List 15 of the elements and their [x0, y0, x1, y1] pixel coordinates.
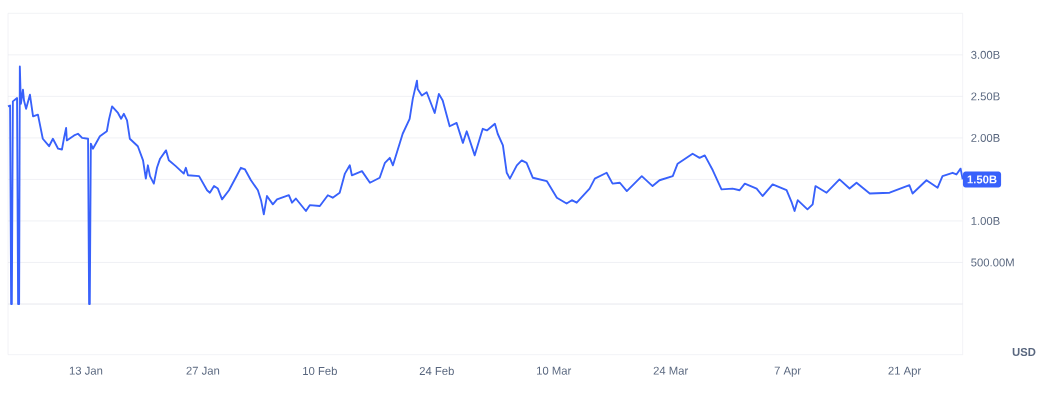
- x-tick-label: 21 Apr: [888, 366, 921, 377]
- y-axis-title: USD: [1012, 348, 1036, 356]
- x-tick-label: 10 Feb: [303, 366, 337, 375]
- x-tick-label: 10 Mar: [537, 366, 572, 375]
- annotation: 1.50B: [967, 175, 997, 184]
- y-tick-label: 2.50B: [971, 92, 1000, 101]
- x-tick-label: 24 Mar: [653, 366, 689, 375]
- x-tick-label: 27 Jan: [186, 366, 220, 375]
- y-tick-label: 2.00B: [971, 133, 1000, 142]
- y-tick-label: 3.00B: [971, 50, 1000, 59]
- x-tick-label: 13 Jan: [69, 366, 103, 375]
- x-tick-label: 7 Apr: [774, 366, 801, 377]
- y-tick-label: 1.00B: [971, 216, 1000, 225]
- x-tick-label: 24 Feb: [419, 366, 454, 375]
- y-tick-label: 500.00M: [971, 258, 1014, 267]
